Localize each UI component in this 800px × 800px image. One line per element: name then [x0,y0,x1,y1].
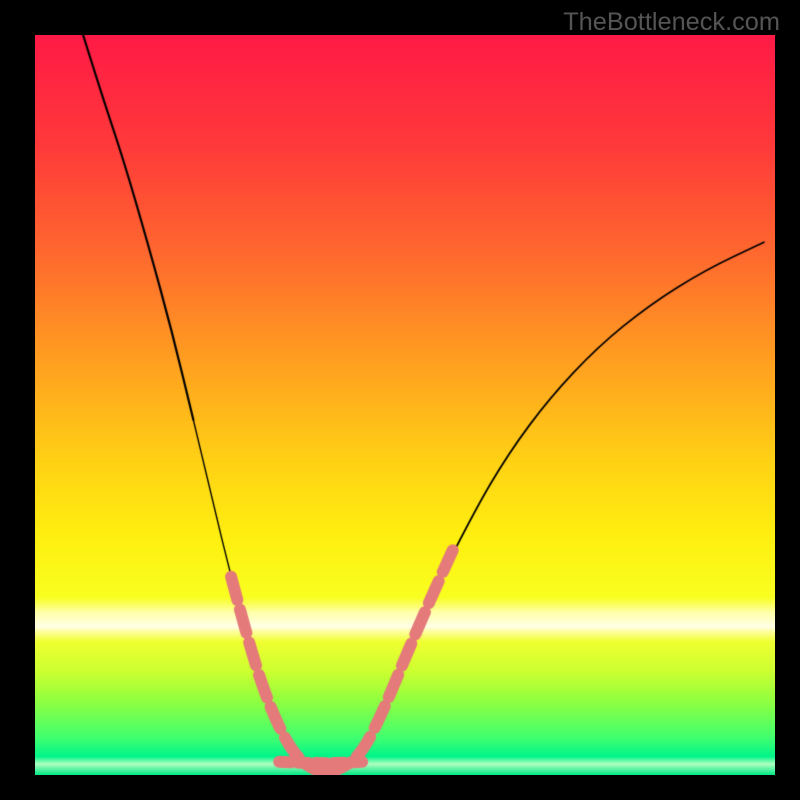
plot-area [35,35,775,775]
chart-container: TheBottleneck.com [0,0,800,800]
watermark-text: TheBottleneck.com [563,8,780,37]
curve-overlay [35,35,775,775]
